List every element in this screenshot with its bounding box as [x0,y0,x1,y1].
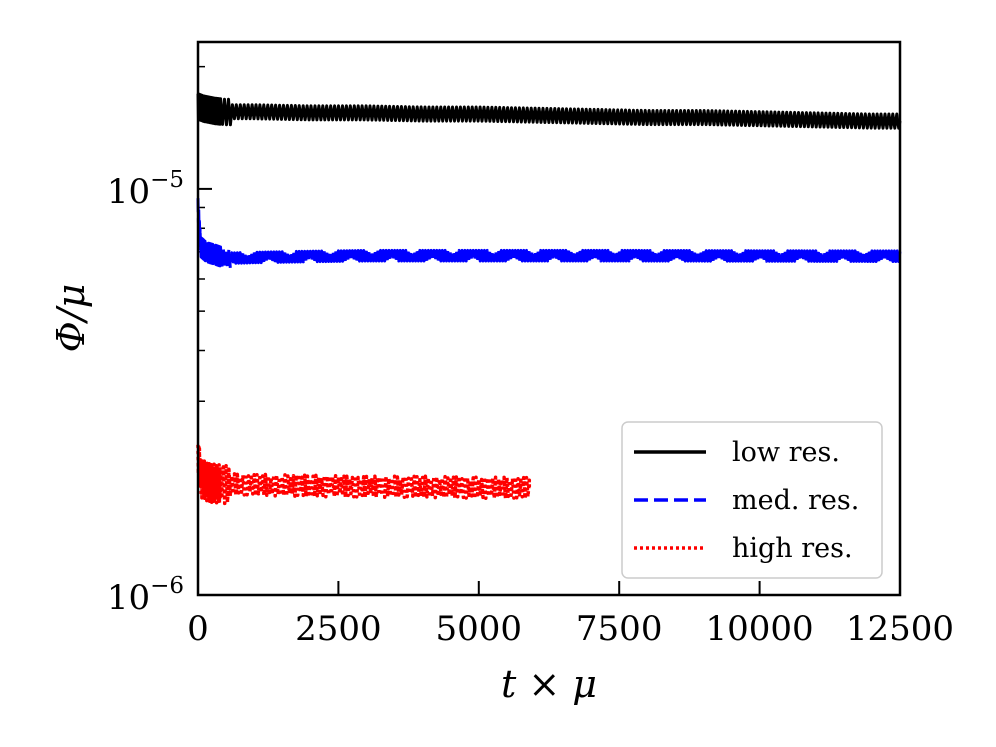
x-axis-label: t × μ [501,662,597,706]
x-tick-label: 10000 [706,609,814,649]
legend-label: med. res. [732,485,859,516]
y-tick-label: 10−5 [107,167,184,212]
plot-area [196,92,902,506]
y-tick-label: 10−6 [107,573,184,618]
legend-box [621,421,883,579]
series-line-dotted [196,442,532,506]
plot-frame [196,40,902,597]
x-tick-labels: 0 2500 5000 7500 10000 12500 [187,609,954,649]
x-axis-ticks [197,581,901,595]
x-tick-label: 2500 [295,609,382,649]
x-tick-label: 7500 [576,609,663,649]
legend-label: low res. [732,437,840,468]
x-tick-label: 5000 [436,609,523,649]
series-line-dashed [196,198,902,270]
y-tick-labels: 10−6 10−5 [107,167,184,618]
x-tick-label: 0 [187,609,209,649]
series-line-solid [196,92,902,130]
y-axis-label: Φ/μ [49,284,93,353]
legend: low res. med. res. high res. [621,421,883,579]
x-tick-label: 12500 [846,609,954,649]
y-axis-ticks [198,65,212,596]
legend-label: high res. [732,533,853,564]
